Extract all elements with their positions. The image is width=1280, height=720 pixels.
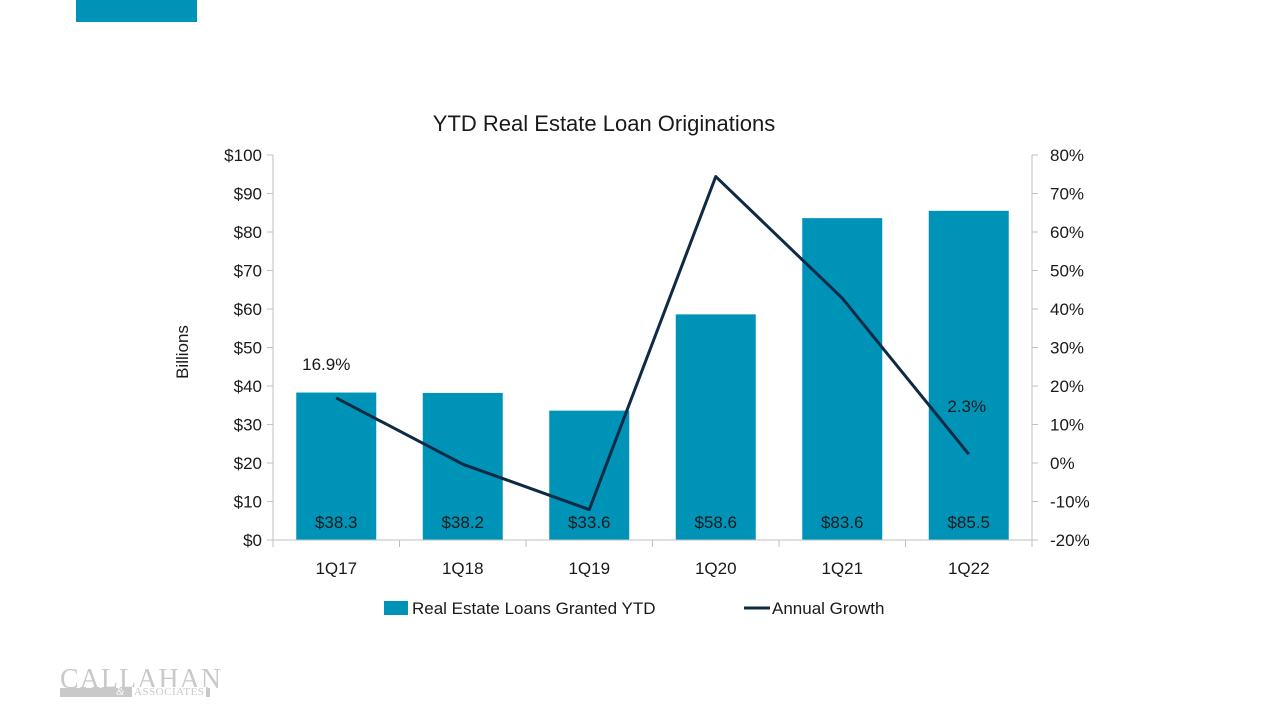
x-tick-label: 1Q17 <box>315 559 357 578</box>
bar-value-label: $83.6 <box>821 513 864 532</box>
bar-1q19 <box>549 410 630 540</box>
growth-line <box>335 175 970 512</box>
y-tick-label: $50 <box>234 339 262 358</box>
x-tick-label: 1Q20 <box>695 559 737 578</box>
y-axis-label: Billions <box>173 325 192 379</box>
y2-tick-label: 20% <box>1050 377 1084 396</box>
bar-1q18 <box>422 392 503 540</box>
callahan-logo: CALLAHAN & ASSOCIATES <box>60 666 221 702</box>
bar-1q17 <box>296 392 377 540</box>
bar-1q21 <box>802 218 883 540</box>
legend-swatch-loans <box>384 601 408 615</box>
bar-1q20 <box>675 314 756 540</box>
y2-tick-label: 60% <box>1050 223 1084 242</box>
x-tick-label: 1Q19 <box>568 559 610 578</box>
y-tick-label: $70 <box>234 262 262 281</box>
logo-amp: & <box>116 686 125 698</box>
bars-group <box>296 210 1009 540</box>
y-tick-label: $0 <box>243 531 262 550</box>
y2-tick-label: 30% <box>1050 339 1084 358</box>
legend: Real Estate Loans Granted YTD Annual Grow… <box>384 599 884 618</box>
y-tick-label: $100 <box>224 146 262 165</box>
bar-1q22 <box>928 210 1009 540</box>
legend-label-growth: Annual Growth <box>772 599 884 618</box>
x-tick-label: 1Q22 <box>948 559 990 578</box>
chart-title: YTD Real Estate Loan Originations <box>433 111 775 136</box>
y2-tick-label: -10% <box>1050 493 1090 512</box>
bar-value-label: $38.3 <box>315 513 358 532</box>
y2-tick-label: -20% <box>1050 531 1090 550</box>
y2-tick-label: 80% <box>1050 146 1084 165</box>
growth-value-label: 16.9% <box>302 355 350 374</box>
bar-value-label: $58.6 <box>694 513 737 532</box>
y2-tick-label: 10% <box>1050 416 1084 435</box>
y-tick-label: $40 <box>234 377 262 396</box>
axes-group: $0 $10 $20 $30 $40 $50 $60 $70 $80 $90 $100 -20% -10… <box>224 146 1090 578</box>
legend-label-loans: Real Estate Loans Granted YTD <box>412 599 656 618</box>
growth-value-label: 2.3% <box>947 397 986 416</box>
y2-tick-label: 0% <box>1050 454 1075 473</box>
bar-value-label: $33.6 <box>568 513 611 532</box>
y-tick-label: $80 <box>234 223 262 242</box>
labels-group: $38.3 $38.2 $33.6 $58.6 $83.6 $85.5 16.9% 2.3% <box>302 355 990 532</box>
y-tick-label: $20 <box>234 454 262 473</box>
y-tick-label: $10 <box>234 493 262 512</box>
bar-value-label: $38.2 <box>441 513 484 532</box>
x-tick-label: 1Q18 <box>442 559 484 578</box>
growth-line-group <box>335 175 970 512</box>
y-tick-label: $30 <box>234 416 262 435</box>
bar-value-label: $85.5 <box>947 513 990 532</box>
y-tick-label: $60 <box>234 300 262 319</box>
y-tick-label: $90 <box>234 185 262 204</box>
y2-tick-label: 40% <box>1050 300 1084 319</box>
y2-tick-label: 50% <box>1050 262 1084 281</box>
x-tick-label: 1Q21 <box>821 559 863 578</box>
accent-bar <box>76 0 197 22</box>
logo-sub: ASSOCIATES <box>132 686 207 698</box>
y2-tick-label: 70% <box>1050 185 1084 204</box>
